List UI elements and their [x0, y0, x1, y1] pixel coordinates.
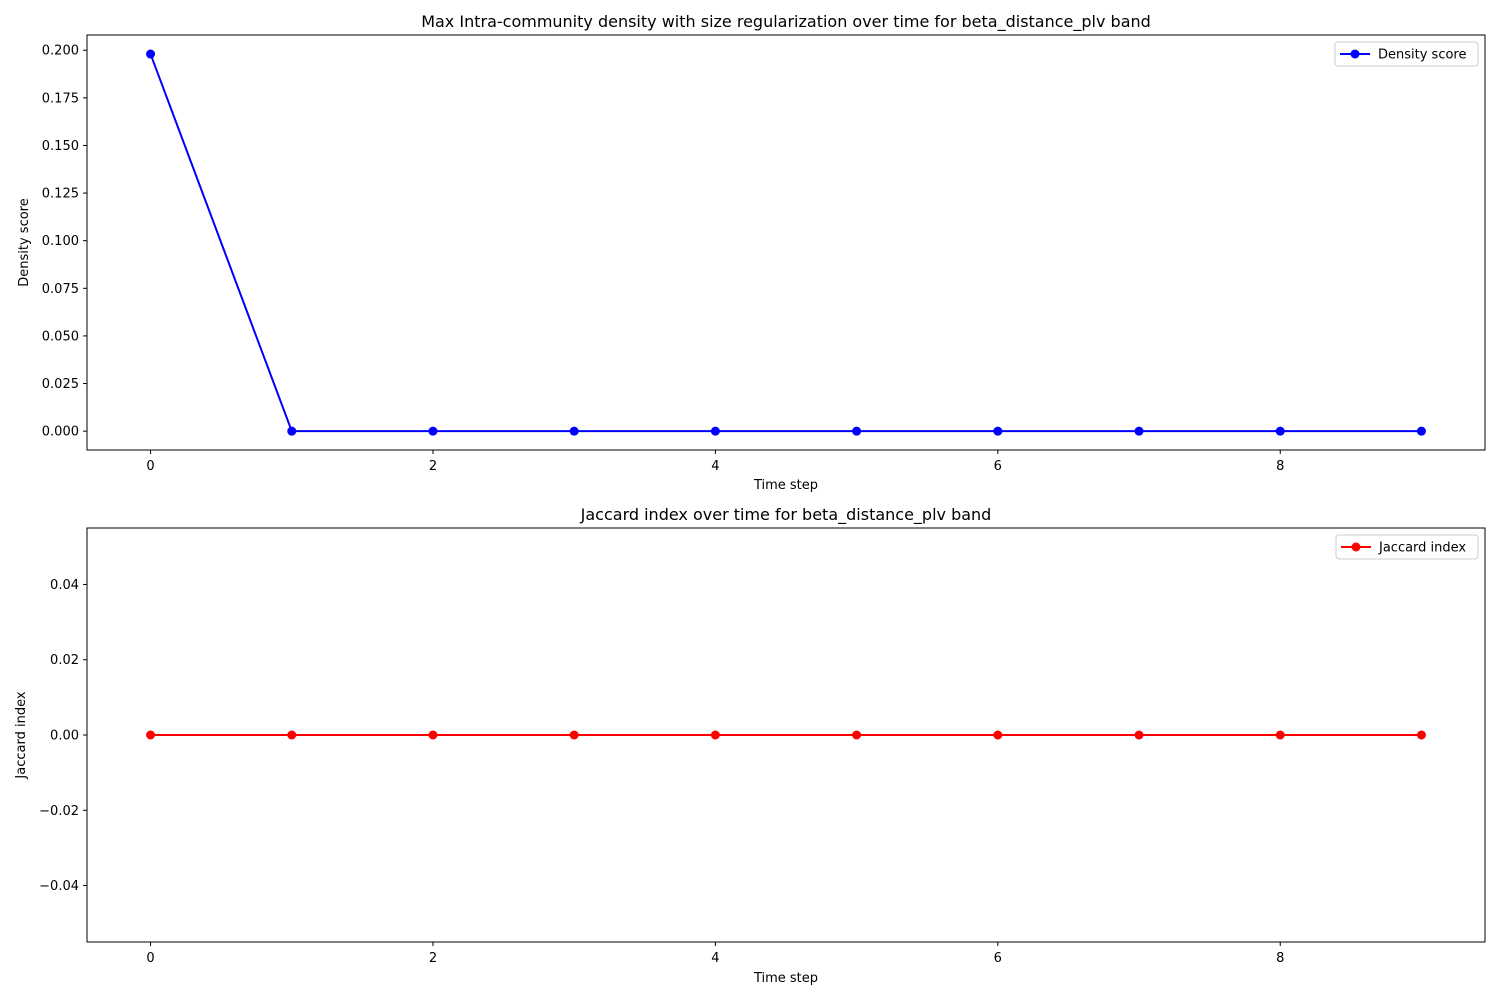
y-tick-label: 0.050: [42, 329, 79, 344]
data-point: [569, 426, 579, 436]
data-point: [287, 730, 297, 740]
y-axis-label: Density score: [17, 198, 32, 287]
x-axis-label: Time step: [753, 478, 818, 493]
series-line: [149, 53, 1422, 433]
legend: Density score: [1334, 41, 1479, 67]
data-point: [1275, 426, 1285, 436]
y-tick-label: 0.025: [42, 377, 79, 392]
y-tick-label: 0.100: [42, 234, 79, 249]
x-axis-label: Time step: [753, 971, 818, 986]
y-tick-label: 0.04: [50, 578, 79, 593]
data-point: [428, 730, 438, 740]
data-point: [852, 730, 862, 740]
data-point: [1416, 426, 1426, 436]
chart-panel-1: Max Intra-community density with size re…: [17, 12, 1486, 493]
x-tick-label: 6: [994, 951, 1002, 966]
data-point: [710, 730, 720, 740]
y-tick-label: −0.02: [39, 804, 79, 819]
y-tick-label: 0.125: [42, 187, 79, 202]
legend-marker: [1351, 542, 1361, 552]
y-tick-label: 0.150: [42, 139, 79, 154]
data-point: [993, 730, 1003, 740]
x-tick-label: 4: [711, 459, 719, 474]
y-tick-label: 0.02: [50, 653, 79, 668]
data-point: [1134, 426, 1144, 436]
legend-box: [1334, 41, 1479, 67]
legend-marker: [1350, 49, 1360, 59]
x-tick-label: 2: [429, 459, 437, 474]
x-tick-label: 0: [146, 459, 154, 474]
plot-frame: [86, 34, 1486, 451]
y-tick-label: 0.200: [42, 44, 79, 59]
chart-title: Jaccard index over time for beta_distanc…: [580, 505, 992, 525]
plot-frame: [86, 527, 1486, 943]
x-tick-label: 0: [146, 951, 154, 966]
x-tick-label: 6: [994, 459, 1002, 474]
y-tick-label: 0.00: [50, 729, 79, 744]
data-point: [852, 426, 862, 436]
legend-box: [1335, 534, 1479, 560]
x-tick-label: 4: [711, 951, 719, 966]
data-point: [146, 730, 156, 740]
data-point: [1134, 730, 1144, 740]
chart-panel-2: Jaccard index over time for beta_distanc…: [14, 505, 1486, 986]
data-point: [1275, 730, 1285, 740]
data-point: [710, 426, 720, 436]
data-point: [1416, 730, 1426, 740]
x-tick-label: 8: [1276, 951, 1284, 966]
data-point: [428, 426, 438, 436]
x-tick-label: 8: [1276, 459, 1284, 474]
y-tick-label: 0.175: [42, 91, 79, 106]
x-tick-label: 2: [429, 951, 437, 966]
y-tick-label: 0.000: [42, 425, 79, 440]
chart-title: Max Intra-community density with size re…: [421, 12, 1151, 32]
legend-label: Density score: [1378, 48, 1467, 63]
legend: Jaccard index: [1335, 534, 1479, 560]
data-point: [993, 426, 1003, 436]
legend-label: Jaccard index: [1378, 541, 1466, 556]
y-axis-label: Jaccard index: [14, 691, 29, 779]
y-tick-label: −0.04: [39, 879, 79, 894]
y-tick-label: 0.075: [42, 282, 79, 297]
data-point: [146, 49, 156, 59]
data-point: [287, 426, 297, 436]
data-point: [569, 730, 579, 740]
